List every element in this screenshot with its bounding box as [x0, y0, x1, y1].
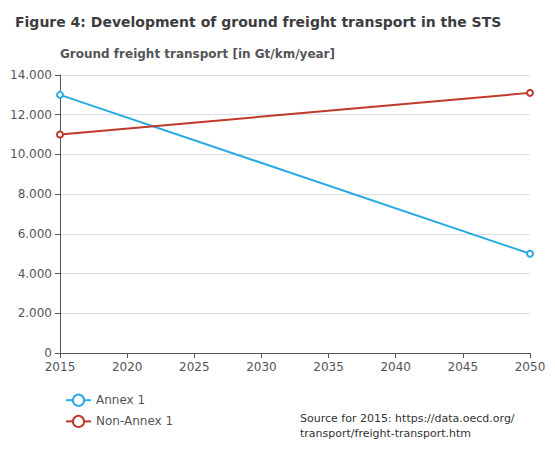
svg-text:Non-Annex 1: Non-Annex 1	[96, 414, 173, 428]
svg-text:Source for 2015: https://data.: Source for 2015: https://data.oecd.org/	[300, 412, 515, 425]
svg-text:2.000: 2.000	[18, 306, 52, 320]
svg-text:2020: 2020	[112, 360, 143, 374]
svg-text:2015: 2015	[45, 360, 76, 374]
svg-text:6.000: 6.000	[18, 227, 52, 241]
svg-text:10.000: 10.000	[10, 147, 52, 161]
svg-text:2050: 2050	[515, 360, 546, 374]
svg-text:Annex 1: Annex 1	[96, 393, 145, 407]
svg-text:8.000: 8.000	[18, 187, 52, 201]
svg-text:14.000: 14.000	[10, 68, 52, 82]
svg-text:4.000: 4.000	[18, 267, 52, 281]
svg-text:2030: 2030	[246, 360, 277, 374]
svg-text:2040: 2040	[380, 360, 411, 374]
svg-text:transport/freight-transport.ht: transport/freight-transport.htm	[300, 427, 471, 440]
svg-text:Ground freight transport [in G: Ground freight transport [in Gt/km/year]	[60, 47, 335, 61]
svg-text:0: 0	[44, 346, 52, 360]
svg-text:Figure 4: Development of groun: Figure 4: Development of ground freight …	[15, 14, 501, 30]
svg-text:2025: 2025	[179, 360, 210, 374]
svg-text:12.000: 12.000	[10, 108, 52, 122]
svg-text:2035: 2035	[313, 360, 344, 374]
svg-text:2045: 2045	[448, 360, 479, 374]
